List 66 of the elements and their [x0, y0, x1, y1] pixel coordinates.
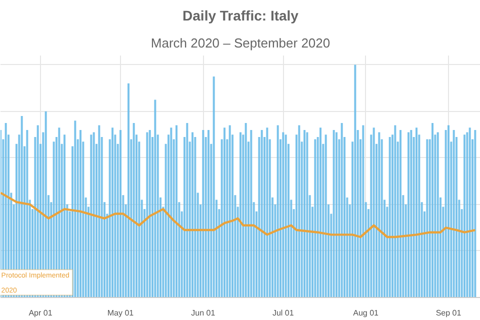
bar [192, 132, 194, 298]
bar [260, 130, 263, 298]
bar [92, 132, 95, 298]
bar [444, 130, 447, 298]
bar [336, 132, 338, 298]
bar [298, 125, 300, 298]
bar [186, 122, 188, 298]
bar [212, 76, 215, 298]
bar [354, 64, 356, 298]
bar [282, 132, 284, 298]
bar [74, 120, 76, 298]
bar [80, 130, 82, 298]
bar [176, 125, 178, 298]
bar [128, 83, 130, 298]
bar [464, 134, 466, 298]
bar [408, 132, 410, 298]
bar [284, 134, 287, 298]
bar [452, 130, 455, 298]
x-tick-label: Jul 01 [272, 308, 294, 318]
bar [98, 125, 100, 298]
bar [146, 132, 148, 298]
x-tick-label: Sep 01 [436, 308, 462, 318]
bar [416, 128, 418, 298]
bar [400, 130, 402, 298]
x-tick-label: Jun 01 [191, 308, 216, 318]
bar [240, 132, 242, 298]
bar [362, 125, 364, 298]
bar [132, 122, 135, 298]
bar [468, 128, 471, 298]
bar [410, 130, 412, 298]
chart-title: Daily Traffic: Italy [182, 8, 299, 24]
bar [154, 100, 156, 298]
bar [320, 128, 322, 298]
bar [148, 130, 151, 298]
bar [394, 125, 396, 298]
bar [378, 132, 380, 298]
bar [324, 134, 327, 298]
x-tick-label: May 01 [107, 308, 134, 318]
bar [426, 139, 428, 298]
chart-subtitle: March 2020 – September 2020 [150, 36, 330, 50]
bar [436, 132, 439, 298]
bar [332, 130, 335, 298]
bar [474, 130, 476, 298]
bar [202, 130, 204, 298]
bar [432, 122, 434, 298]
bar [228, 125, 231, 298]
bar [224, 128, 226, 298]
bar [266, 128, 268, 298]
bar [372, 128, 375, 298]
bar [304, 130, 306, 298]
bar [314, 139, 316, 298]
bar [244, 122, 247, 298]
x-tick-label: Apr 01 [28, 308, 53, 318]
x-tick-label: Aug 01 [353, 308, 380, 318]
bar [120, 130, 122, 298]
bar [340, 122, 343, 298]
bar [448, 125, 450, 298]
bar [170, 128, 172, 298]
bar [276, 125, 279, 298]
bar [388, 136, 391, 298]
bar [250, 130, 252, 298]
bar [208, 130, 210, 298]
bar [194, 136, 196, 298]
bar [90, 134, 92, 298]
bar [112, 128, 114, 298]
bar [306, 132, 308, 298]
